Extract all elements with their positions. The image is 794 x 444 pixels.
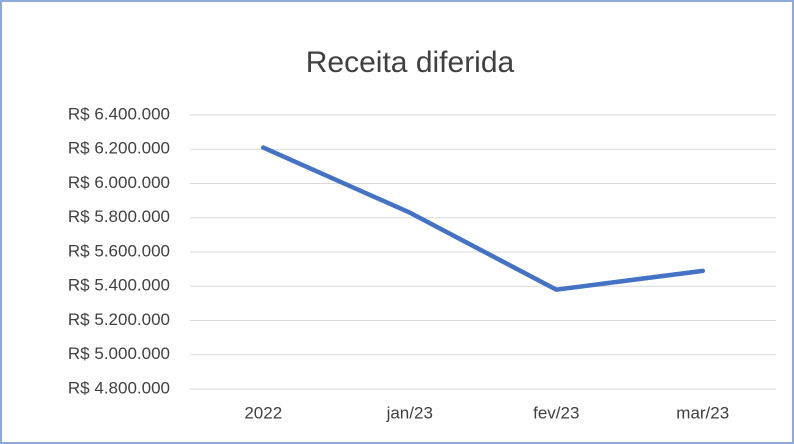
x-tick-label: mar/23 — [676, 403, 729, 422]
y-tick-label: R$ 5.000.000 — [68, 344, 170, 363]
chart-title: Receita diferida — [306, 46, 515, 79]
y-tick-label: R$ 5.600.000 — [68, 241, 170, 260]
y-tick-label: R$ 6.000.000 — [68, 173, 170, 192]
y-tick-label: R$ 6.400.000 — [68, 104, 170, 123]
y-tick-label: R$ 6.200.000 — [68, 139, 170, 158]
x-tick-label: jan/23 — [386, 403, 433, 422]
x-tick-label: fev/23 — [533, 403, 579, 422]
y-tick-label: R$ 4.800.000 — [68, 378, 170, 397]
line-series — [261, 145, 705, 292]
y-tick-label: R$ 5.400.000 — [68, 276, 170, 295]
x-tick-label: 2022 — [244, 403, 282, 422]
y-tick-label: R$ 5.800.000 — [68, 207, 170, 226]
y-tick-label: R$ 5.200.000 — [68, 310, 170, 329]
